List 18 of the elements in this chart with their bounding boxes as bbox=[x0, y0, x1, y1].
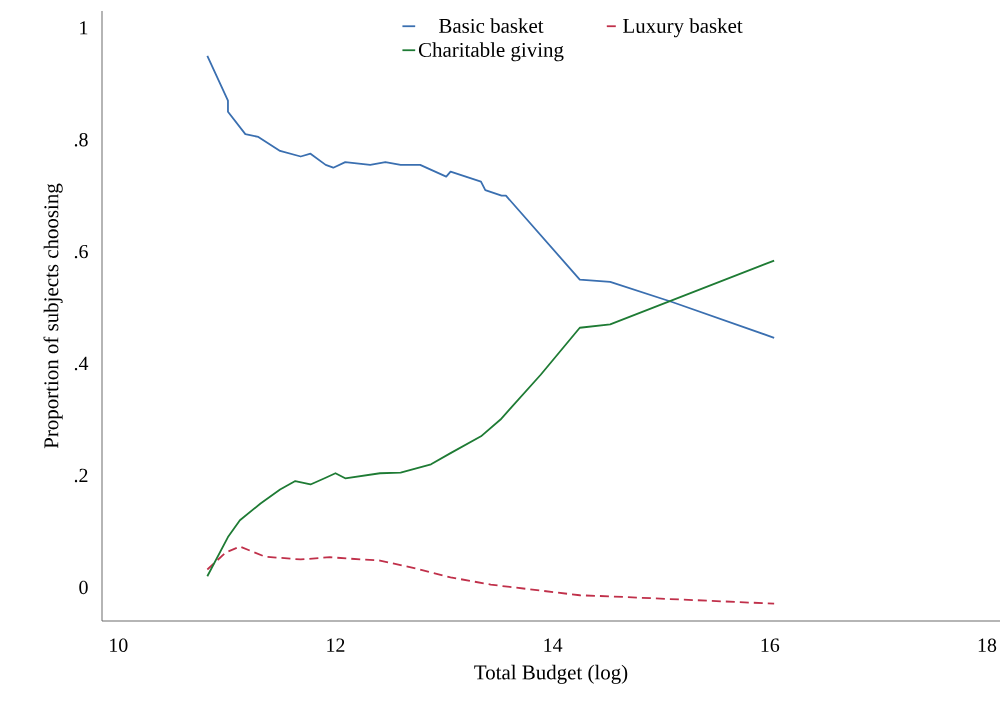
x-tick-label: 18 bbox=[978, 638, 997, 652]
x-tick-label: 16 bbox=[761, 638, 780, 652]
y-tick-label: .4 bbox=[74, 356, 89, 371]
line-series bbox=[206, 545, 776, 605]
y-tick-label: 0 bbox=[79, 580, 88, 595]
y-axis-title: Proportion of subjects choosing bbox=[43, 183, 63, 449]
legend-label: Luxury basket bbox=[623, 18, 743, 38]
y-tick-label: .8 bbox=[74, 132, 88, 147]
y-tick-label: .6 bbox=[74, 244, 88, 259]
x-tick-label: 12 bbox=[327, 638, 345, 652]
y-tick-label: 1 bbox=[80, 21, 88, 35]
x-tick-label: 10 bbox=[110, 638, 128, 652]
legend-label: Basic basket bbox=[439, 18, 544, 33]
legend-label: Charitable giving bbox=[418, 42, 564, 62]
line-series bbox=[206, 259, 776, 578]
x-tick-label: 14 bbox=[544, 638, 563, 652]
x-axis-title: Total Budget (log) bbox=[474, 664, 628, 684]
y-tick-label: .2 bbox=[74, 468, 88, 483]
